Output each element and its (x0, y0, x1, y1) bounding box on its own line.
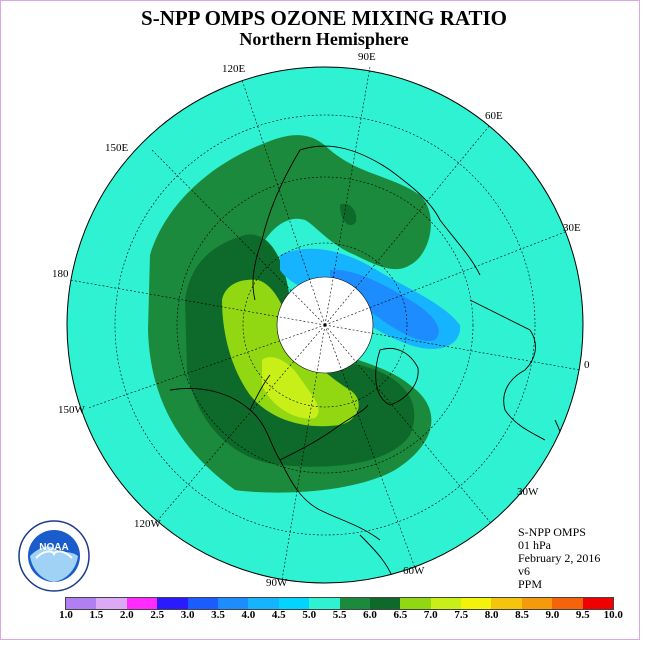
colorbar-tick-label: 6.0 (363, 609, 377, 621)
colorbar-tick-label: 9.0 (545, 609, 560, 621)
lon-label-30w: 30W (517, 486, 539, 498)
meridian-150e (151, 149, 326, 326)
colorbar-tick-label: 8.5 (515, 609, 529, 621)
colorbar-swatch (278, 598, 310, 609)
colorbar-swatch (369, 598, 401, 609)
colorbar-swatch (66, 598, 97, 609)
colorbar-swatch (582, 598, 614, 609)
coast-europe (469, 299, 546, 441)
colorbar-tick-label: 3.5 (211, 609, 225, 621)
colorbar-swatch (400, 598, 431, 609)
lon-label-120e: 120E (222, 63, 246, 75)
colorbar-swatch (339, 598, 370, 609)
info-level: 01 hPa (518, 538, 551, 552)
colorbar-tick-label: 4.0 (241, 609, 256, 621)
colorbar-tick-label: 8.0 (484, 609, 499, 621)
figure-frame (0, 0, 640, 640)
meridian-30w (324, 324, 491, 523)
lon-label-60e: 60E (485, 110, 503, 122)
colorbar-tick-label: 1.0 (59, 609, 73, 621)
noaa-logo-text: NOAA (39, 542, 68, 553)
colorbar-swatch (309, 598, 340, 609)
colorbar-tick-label: 7.0 (423, 609, 438, 621)
colorbar-swatch (96, 598, 127, 609)
lon-label-0: 0 (584, 359, 590, 371)
info-version: v6 (518, 564, 530, 578)
meridian-30e (324, 231, 566, 326)
lon-label-90w: 90W (266, 577, 288, 589)
info-units: PPM (518, 577, 543, 591)
lon-label-180: 180 (52, 268, 69, 280)
colorbar-swatch (157, 598, 188, 609)
meridian-150w (87, 324, 326, 409)
ozone-region-3-5 (330, 269, 439, 341)
meridian-120w (157, 324, 326, 521)
colorbar-tick-label: 5.0 (302, 609, 317, 621)
latitude-circles (114, 114, 536, 536)
coast-asia (252, 145, 481, 301)
lon-label-150w: 150W (58, 404, 85, 416)
meridian-60e (324, 124, 491, 326)
colorbar-swatch (461, 598, 492, 609)
noaa-logo: NOAA (18, 520, 90, 592)
lon-label-30e: 30E (563, 222, 581, 234)
colorbar-tick-label: 6.5 (393, 609, 408, 621)
info-instrument: S-NPP OMPS (518, 525, 586, 539)
lon-label-120w: 120W (134, 518, 161, 530)
colorbar-swatch (248, 598, 279, 609)
colorbar-swatch (187, 598, 218, 609)
colorbar-swatch (521, 598, 553, 609)
colorbar-swatch (126, 598, 158, 609)
colorbar-swatch (552, 598, 583, 609)
map-subtitle: Northern Hemisphere (239, 29, 409, 49)
colorbar-tick-label: 1.5 (89, 609, 104, 621)
colorbar-tick-label: 2.5 (150, 609, 165, 621)
map-title: S-NPP OMPS OZONE MIXING RATIO (141, 6, 507, 30)
ozone-region-6-0-east (340, 203, 357, 226)
colorbar-tick-label: 5.5 (332, 609, 347, 621)
meridian-90w (281, 324, 326, 581)
lat-circle-60 (176, 176, 474, 474)
meridian-0 (324, 324, 581, 371)
colorbar-tick-label: 10.0 (603, 609, 623, 621)
ozone-region-7-0 (262, 357, 319, 419)
colorbar-swatch (217, 598, 249, 609)
lat-circle-75 (242, 242, 408, 408)
colorbar-tick-label: 7.5 (454, 609, 469, 621)
lat-circle-45 (114, 114, 536, 536)
colorbar (65, 597, 615, 610)
colorbar-tick-label: 3.0 (180, 609, 195, 621)
colorbar-tick-label: 2.0 (119, 609, 134, 621)
meridian-180 (69, 279, 326, 326)
colorbar-swatch (491, 598, 522, 609)
coast-north-america (169, 374, 381, 541)
coast-greenland (375, 348, 419, 406)
lon-label-90e: 90E (358, 51, 376, 63)
info-block: S-NPP OMPS 01 hPa February 2, 2016 v6 PP… (518, 526, 600, 591)
colorbar-tick-label: 4.5 (271, 609, 286, 621)
lon-label-150e: 150E (105, 142, 129, 154)
meridian-60w (324, 324, 416, 569)
info-date: February 2, 2016 (518, 551, 601, 565)
lon-label-60w: 60W (403, 565, 425, 577)
colorbar-tick-label: 9.5 (575, 609, 590, 621)
meridian-120e (241, 79, 326, 326)
meridians (69, 66, 581, 581)
colorbar-swatch (430, 598, 462, 609)
